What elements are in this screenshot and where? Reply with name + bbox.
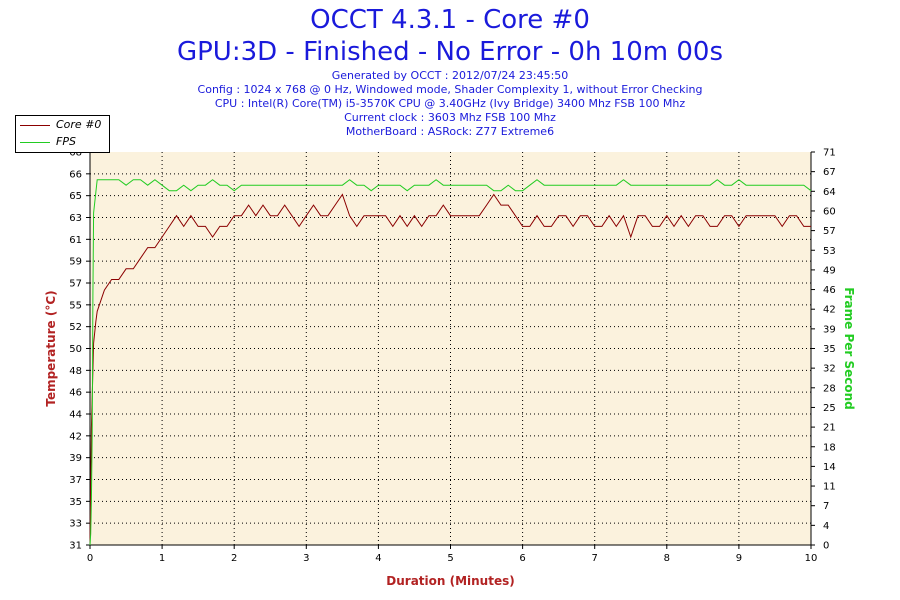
y-left-tick-label: 63 [69,213,82,224]
y-right-tick-label: 71 [823,148,836,159]
y-left-tick-label: 44 [69,410,82,421]
x-tick-label: 2 [231,553,237,564]
x-axis-label: Duration (Minutes) [386,574,514,588]
y-left-tick-label: 48 [69,366,82,377]
y-left-tick-label: 31 [69,541,82,552]
y-left-tick-label: 57 [69,279,82,290]
y-right-tick-label: 60 [823,206,836,217]
y-right-tick-label: 25 [823,403,836,414]
y-right-tick-label: 7 [823,501,829,512]
y-right-tick-label: 46 [823,285,836,296]
legend-swatch-fps [20,142,50,143]
x-tick-label: 1 [159,553,165,564]
x-tick-label: 8 [664,553,670,564]
y-left-tick-label: 37 [69,475,82,486]
y-left-tick-label: 55 [69,300,82,311]
x-tick-label: 9 [736,553,742,564]
y-right-axis-label: Frame Per Second [842,287,856,410]
x-tick-label: 3 [303,553,309,564]
y-right-tick-label: 14 [823,462,836,473]
y-right-tick-label: 32 [823,364,836,375]
y-left-tick-label: 61 [69,235,82,246]
chart-title: OCCT 4.3.1 - Core #0 [310,5,590,35]
legend: Core #0 FPS [15,115,110,153]
y-left-tick-label: 59 [69,257,82,268]
y-left-axis-label: Temperature (°C) [44,290,58,406]
info-cpu: CPU : Intel(R) Core(TM) i5-3570K CPU @ 3… [214,97,686,110]
y-left-tick-label: 35 [69,497,82,508]
y-left-tick-label: 42 [69,431,82,442]
y-left-tick-label: 65 [69,191,82,202]
x-tick-label: 10 [805,553,818,564]
y-right-tick-label: 0 [823,541,829,552]
legend-item-core0: Core #0 [16,118,109,132]
y-right-tick-label: 21 [823,423,836,434]
x-tick-label: 4 [375,553,381,564]
y-left-tick-label: 39 [69,453,82,464]
y-right-tick-label: 28 [823,383,836,394]
x-tick-label: 5 [447,553,453,564]
y-left-tick-label: 46 [69,388,82,399]
y-right-tick-label: 64 [823,187,836,198]
info-config: Config : 1024 x 768 @ 0 Hz, Windowed mod… [197,83,703,96]
y-right-tick-label: 11 [823,482,836,493]
y-left-tick-label: 68 [69,148,82,159]
y-right-tick-label: 35 [823,344,836,355]
chart-subtitle: GPU:3D - Finished - No Error - 0h 10m 00… [176,37,723,67]
y-left-tick-label: 50 [69,344,82,355]
legend-label-core0: Core #0 [56,118,102,131]
series-line-core0 [89,193,811,546]
legend-item-fps: FPS [16,135,109,149]
y-left-tick-label: 33 [69,519,82,530]
y-right-tick-label: 42 [823,305,836,316]
x-tick-label: 6 [519,553,525,564]
y-right-tick-label: 53 [823,246,836,257]
y-left-tick-label: 66 [69,169,82,180]
x-tick-label: 7 [592,553,598,564]
y-right-tick-label: 18 [823,442,836,453]
y-right-tick-label: 4 [823,521,829,532]
y-right-tick-label: 57 [823,226,836,237]
y-right-tick-label: 67 [823,167,836,178]
legend-label-fps: FPS [56,135,76,148]
info-generated: Generated by OCCT : 2012/07/24 23:45:50 [331,69,569,82]
info-motherboard: MotherBoard : ASRock: Z77 Extreme6 [345,125,555,138]
y-left-tick-label: 52 [69,322,82,333]
legend-swatch-core0 [20,125,50,126]
y-right-tick-label: 39 [823,324,836,335]
x-tick-label: 0 [87,553,93,564]
info-clock: Current clock : 3603 Mhz FSB 100 Mhz [344,111,556,124]
y-right-tick-label: 49 [823,265,836,276]
series-line-fps [89,179,812,546]
